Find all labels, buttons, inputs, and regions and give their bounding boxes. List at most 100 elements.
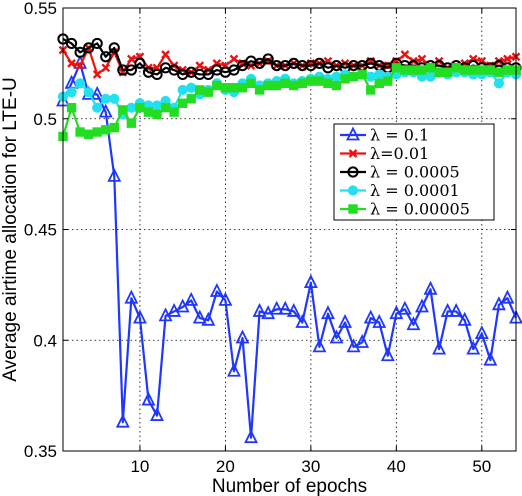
data-point bbox=[169, 107, 179, 117]
data-point bbox=[391, 63, 402, 73]
data-point bbox=[126, 102, 137, 113]
legend-marker bbox=[346, 126, 360, 141]
data-point bbox=[228, 64, 240, 76]
legend-item: λ = 0.0005 bbox=[340, 163, 460, 182]
data-point bbox=[192, 309, 207, 324]
data-point bbox=[321, 305, 335, 320]
data-point bbox=[297, 78, 308, 89]
data-point bbox=[83, 129, 94, 139]
data-point bbox=[289, 80, 299, 91]
data-point bbox=[440, 302, 455, 317]
y-tick-label: 0.5 bbox=[33, 110, 57, 129]
x-marker-icon bbox=[92, 70, 102, 79]
data-point bbox=[493, 78, 505, 89]
data-point bbox=[491, 296, 506, 311]
data-point bbox=[253, 57, 266, 69]
data-point bbox=[500, 289, 515, 304]
data-point bbox=[209, 283, 224, 297]
data-point bbox=[313, 57, 326, 69]
legend-label: λ=0.01 bbox=[370, 144, 429, 163]
data-point bbox=[152, 109, 162, 120]
data-point bbox=[151, 100, 163, 111]
data-point bbox=[269, 300, 284, 315]
x-marker-icon bbox=[348, 149, 358, 158]
legend-item: λ = 0.0001 bbox=[340, 181, 460, 200]
data-point bbox=[186, 82, 197, 93]
data-point bbox=[263, 80, 273, 91]
data-point bbox=[132, 309, 147, 324]
data-point bbox=[100, 93, 111, 104]
data-point bbox=[474, 325, 489, 340]
data-point bbox=[432, 340, 447, 355]
data-point bbox=[134, 57, 146, 69]
data-point bbox=[338, 314, 353, 328]
legend-label: λ = 0.0005 bbox=[370, 163, 460, 182]
data-point bbox=[494, 67, 504, 77]
data-point bbox=[331, 80, 342, 91]
data-point bbox=[91, 37, 103, 50]
series-0 bbox=[56, 54, 522, 444]
data-point bbox=[363, 309, 378, 324]
data-point bbox=[83, 87, 94, 98]
data-point bbox=[246, 78, 256, 89]
data-point bbox=[468, 65, 478, 75]
data-point bbox=[417, 54, 427, 64]
data-point bbox=[236, 59, 249, 72]
data-point bbox=[150, 407, 164, 421]
data-point bbox=[92, 70, 102, 79]
legend-marker bbox=[348, 149, 358, 158]
data-point bbox=[143, 107, 154, 117]
data-point bbox=[92, 127, 102, 137]
data-point bbox=[380, 347, 395, 362]
data-point bbox=[184, 291, 199, 306]
data-point bbox=[141, 391, 156, 406]
data-point bbox=[101, 125, 111, 135]
data-point bbox=[237, 83, 248, 93]
data-point bbox=[226, 362, 241, 377]
data-point bbox=[74, 46, 86, 58]
data-point bbox=[502, 65, 513, 75]
data-point bbox=[135, 102, 145, 113]
series-layer bbox=[56, 33, 522, 444]
x-tick-label: 40 bbox=[387, 457, 406, 476]
data-point bbox=[295, 314, 310, 328]
legend-marker bbox=[347, 166, 359, 178]
data-point bbox=[235, 329, 250, 344]
data-point bbox=[477, 65, 487, 75]
data-point bbox=[160, 102, 171, 113]
data-point bbox=[83, 42, 95, 54]
data-point bbox=[280, 78, 290, 89]
y-tick-label: 0.55 bbox=[24, 0, 57, 18]
data-point bbox=[168, 64, 180, 76]
data-point bbox=[286, 302, 301, 317]
data-point bbox=[177, 98, 188, 108]
legend-marker bbox=[348, 204, 358, 214]
data-point bbox=[186, 94, 196, 104]
data-point bbox=[460, 65, 470, 75]
data-point bbox=[503, 54, 512, 64]
data-point bbox=[108, 42, 120, 54]
data-point bbox=[75, 127, 85, 137]
data-point bbox=[365, 71, 376, 82]
series-4 bbox=[58, 63, 521, 142]
x-axis-label: Number of epochs bbox=[212, 476, 367, 496]
data-point bbox=[423, 280, 438, 295]
data-point bbox=[372, 314, 387, 328]
data-point bbox=[201, 311, 216, 326]
data-point bbox=[400, 65, 410, 75]
legend-label: λ = 0.0001 bbox=[370, 181, 460, 200]
data-point bbox=[406, 316, 421, 331]
data-point bbox=[271, 80, 282, 91]
data-point bbox=[161, 50, 170, 59]
data-point bbox=[220, 83, 231, 93]
x-marker-icon bbox=[229, 54, 239, 64]
data-point bbox=[115, 413, 130, 428]
x-marker-icon bbox=[75, 61, 85, 70]
data-point bbox=[109, 93, 120, 104]
data-point bbox=[66, 102, 77, 113]
x-marker-icon bbox=[67, 59, 76, 68]
data-point bbox=[127, 54, 136, 64]
x-tick-label: 30 bbox=[301, 457, 320, 476]
data-point bbox=[400, 50, 410, 59]
x-marker-icon bbox=[195, 61, 205, 70]
